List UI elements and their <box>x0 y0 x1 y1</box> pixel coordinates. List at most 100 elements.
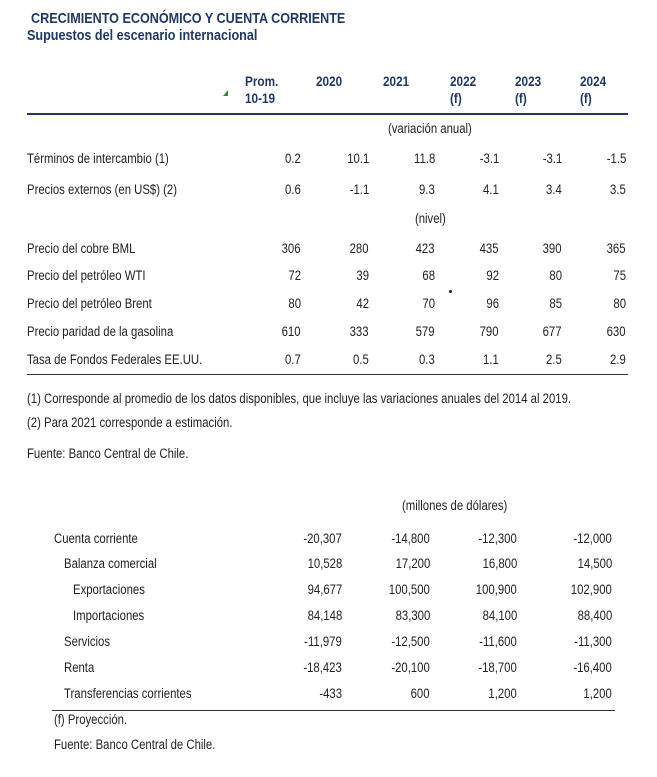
footnote-2: (2) Para 2021 corresponde a estimación. <box>27 415 233 430</box>
fbcf-value: 22.9 <box>494 470 517 485</box>
footnote-1: (1) Corresponde al promedio de los datos… <box>27 391 572 406</box>
cc-row-value: 17,200 <box>395 556 430 571</box>
level-row-value: 677 <box>543 324 562 339</box>
level-row-value: 80 <box>288 296 301 311</box>
cc-row-label: Transferencias corrientes <box>64 686 192 701</box>
cc-bottom-rule <box>52 710 615 711</box>
fbcf-value: 24.3 <box>319 470 342 485</box>
cc-row-value: 1,200 <box>488 686 517 701</box>
cc-row-value: 16,800 <box>482 556 517 571</box>
column-header-2024: 2024 (f) <box>580 73 607 106</box>
level-row-label: Precio del petróleo WTI <box>27 268 146 283</box>
level-row-value: 85 <box>549 296 562 311</box>
cc-row-value: 14,500 <box>577 556 612 571</box>
cc-row-label: Balanza comercial <box>64 556 157 571</box>
level-row-value: 96 <box>486 296 499 311</box>
level-row-value: 435 <box>480 241 499 256</box>
column-header-prom: Prom. 10-19 <box>245 73 279 106</box>
cc-row-value: -11,979 <box>304 634 342 649</box>
cc-row-value: 1,200 <box>583 686 612 701</box>
cc-row-value: 10,528 <box>307 556 342 571</box>
level-row-value: 365 <box>607 241 626 256</box>
level-row-value: 0.7 <box>285 352 301 367</box>
level-row-value: 790 <box>480 324 499 339</box>
level-row-value: 92 <box>486 268 499 283</box>
annual-row-value: 0.6 <box>285 182 301 197</box>
cc-row-value: 102,900 <box>570 582 612 597</box>
annual-row-value: 3.5 <box>610 182 626 197</box>
level-row-value: 579 <box>416 324 435 339</box>
green-triangle-marker <box>223 90 228 96</box>
cc-row-value: -12,000 <box>573 531 612 546</box>
level-row-value: 306 <box>282 241 301 256</box>
level-row-value: 423 <box>416 241 435 256</box>
cc-row-value: 83,300 <box>395 608 430 623</box>
cc-row-value: -12,300 <box>478 531 517 546</box>
cc-row-value: -18,700 <box>478 660 517 675</box>
unit-annual-variation: (variación anual) <box>388 121 472 136</box>
cc-row-value: -20,307 <box>303 531 342 546</box>
annual-row-value: -1.5 <box>606 151 626 166</box>
source-note-1: Fuente: Banco Central de Chile. <box>27 446 189 461</box>
level-row-label: Tasa de Fondos Federales EE.UU. <box>27 352 203 367</box>
level-row-value: 75 <box>613 268 626 283</box>
level-row-value: 70 <box>422 296 435 311</box>
cc-row-value: 84,148 <box>307 608 342 623</box>
cc-row-value: -11,600 <box>479 634 517 649</box>
level-row-value: 333 <box>350 324 369 339</box>
annual-row-value: 0.2 <box>285 151 301 166</box>
cc-row-value: -11,300 <box>574 634 612 649</box>
column-header-2023: 2023 (f) <box>515 73 542 106</box>
unit-millions: (millones de dólares) <box>402 498 508 513</box>
cc-row-label: Servicios <box>64 634 111 649</box>
level-row-label: Precio paridad de la gasolina <box>27 324 174 339</box>
stray-dot <box>449 290 452 293</box>
annual-row-value: 4.1 <box>483 182 499 197</box>
annual-row-label: Términos de intercambio (1) <box>27 151 169 166</box>
fbcf-value: 22.7 <box>589 470 612 485</box>
annual-row-value: -3.1 <box>479 151 499 166</box>
cc-row-label: Cuenta corriente <box>54 531 138 546</box>
projection-note: (f) Proyección. <box>54 712 128 727</box>
table-title: CRECIMIENTO ECONÓMICO Y CUENTA CORRIENTE <box>31 10 346 27</box>
column-header-2020: 2020 <box>316 73 343 89</box>
cc-row-label: Renta <box>64 660 95 675</box>
cc-row-label: Importaciones <box>73 608 145 623</box>
cc-row-value: -16,400 <box>573 660 612 675</box>
cc-row-value: 100,900 <box>475 582 517 597</box>
level-row-value: 280 <box>350 241 369 256</box>
level-row-value: 0.5 <box>353 352 369 367</box>
annual-row-value: 11.8 <box>413 151 435 166</box>
source-note-2: Fuente: Banco Central de Chile. <box>54 737 216 752</box>
header-rule <box>27 113 628 115</box>
cc-row-value: 100,500 <box>388 582 430 597</box>
annual-row-value: -1.1 <box>349 182 369 197</box>
level-row-value: 1.1 <box>483 352 499 367</box>
cc-row-value: 94,677 <box>307 582 342 597</box>
level-row-value: 80 <box>549 268 562 283</box>
level-row-value: 2.5 <box>546 352 562 367</box>
level-row-value: 610 <box>282 324 301 339</box>
level-row-value: 630 <box>607 324 626 339</box>
level-row-value: 80 <box>613 296 626 311</box>
annual-row-value: 3.4 <box>546 182 562 197</box>
cc-row-value: -18,423 <box>303 660 342 675</box>
column-header-2022: 2022 (f) <box>450 73 477 106</box>
cc-row-value: -433 <box>319 686 342 701</box>
cc-row-value: 600 <box>411 686 430 701</box>
cc-row-value: -14,800 <box>391 531 430 546</box>
table-bottom-rule <box>27 374 628 375</box>
level-row-value: 0.3 <box>419 352 435 367</box>
cc-row-value: -12,500 <box>391 634 430 649</box>
cc-row-label: Exportaciones <box>73 582 145 597</box>
level-row-value: 42 <box>356 296 369 311</box>
level-row-value: 72 <box>288 268 301 283</box>
column-header-2021: 2021 <box>383 73 410 89</box>
annual-row-value: 9.3 <box>419 182 435 197</box>
level-row-value: 2.9 <box>610 352 626 367</box>
annual-row-value: -3.1 <box>542 151 562 166</box>
cc-row-value: -20,100 <box>391 660 430 675</box>
table-subtitle: Supuestos del escenario internacional <box>27 27 258 44</box>
level-row-value: 68 <box>422 268 435 283</box>
fbcf-value: 23.0 <box>407 470 430 485</box>
